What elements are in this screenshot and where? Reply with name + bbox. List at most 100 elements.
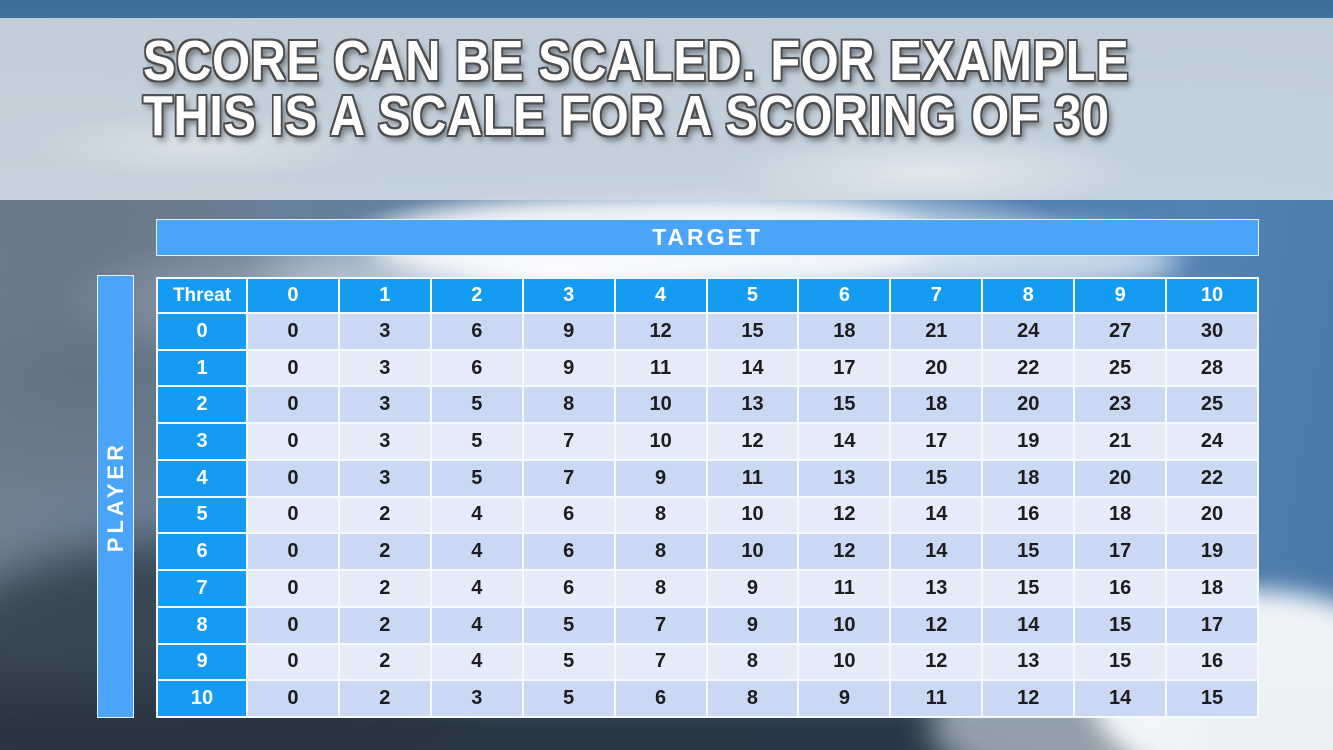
score-cell: 0	[248, 534, 338, 570]
score-cell: 15	[1075, 644, 1166, 680]
title-line-2: THIS IS A SCALE FOR A SCORING OF 30	[143, 84, 1110, 148]
score-cell: 9	[523, 314, 614, 349]
score-cell: 5	[523, 681, 614, 716]
title-band	[0, 18, 1333, 200]
score-cell: 0	[248, 424, 338, 459]
score-cell: 10	[615, 424, 706, 459]
score-cell: 0	[248, 497, 338, 533]
score-cell: 18	[1167, 571, 1257, 606]
score-cell: 0	[248, 314, 338, 349]
score-cell: 18	[983, 460, 1074, 496]
score-cell: 6	[431, 314, 522, 349]
score-cell: 17	[799, 350, 890, 386]
score-cell: 6	[431, 350, 522, 386]
score-cell: 2	[339, 497, 430, 533]
row-header-cell: 10	[158, 681, 246, 716]
score-cell: 8	[707, 681, 798, 716]
column-header-cell: 9	[1075, 279, 1166, 312]
score-cell: 12	[799, 534, 890, 570]
row-header-cell: 3	[158, 424, 246, 459]
score-cell: 9	[615, 460, 706, 496]
score-table: Threat 0 1 2 3 4 5 6 7 8 9 10 0 0 3 6 9 12 15 18 21 24 27 30 1 0 3…	[156, 277, 1259, 718]
score-cell: 2	[339, 681, 430, 716]
score-cell: 14	[799, 424, 890, 459]
score-cell: 11	[799, 571, 890, 606]
score-cell: 7	[523, 424, 614, 459]
score-cell: 12	[615, 314, 706, 349]
score-cell: 9	[707, 607, 798, 643]
score-cell: 0	[248, 350, 338, 386]
score-cell: 5	[431, 387, 522, 423]
score-cell: 10	[799, 644, 890, 680]
row-header-cell: 6	[158, 534, 246, 570]
title-line-1: SCORE CAN BE SCALED. FOR EXAMPLE	[143, 29, 1130, 93]
score-cell: 0	[248, 644, 338, 680]
score-cell: 7	[523, 460, 614, 496]
top-strip	[0, 0, 1333, 18]
score-cell: 8	[615, 497, 706, 533]
score-cell: 5	[523, 644, 614, 680]
score-cell: 8	[615, 534, 706, 570]
target-label: TARGET	[652, 224, 763, 250]
row-header-cell: 8	[158, 607, 246, 643]
corner-header-cell: Threat	[158, 279, 246, 312]
score-cell: 0	[248, 681, 338, 716]
score-cell: 6	[523, 534, 614, 570]
score-cell: 8	[707, 644, 798, 680]
score-cell: 13	[707, 387, 798, 423]
score-cell: 4	[431, 534, 522, 570]
score-cell: 3	[339, 424, 430, 459]
score-cell: 12	[891, 607, 982, 643]
score-cell: 0	[248, 460, 338, 496]
score-cell: 0	[248, 387, 338, 423]
target-header-bar: TARGET	[156, 219, 1259, 256]
score-cell: 28	[1167, 350, 1257, 386]
score-cell: 14	[1075, 681, 1166, 716]
score-cell: 8	[523, 387, 614, 423]
score-cell: 30	[1167, 314, 1257, 349]
score-cell: 10	[707, 534, 798, 570]
score-cell: 19	[1167, 534, 1257, 570]
score-cell: 5	[431, 424, 522, 459]
score-cell: 7	[615, 644, 706, 680]
score-cell: 2	[339, 571, 430, 606]
score-cell: 18	[891, 387, 982, 423]
score-cell: 25	[1075, 350, 1166, 386]
score-cell: 13	[891, 571, 982, 606]
score-cell: 15	[891, 460, 982, 496]
score-cell: 16	[983, 497, 1074, 533]
score-cell: 15	[799, 387, 890, 423]
row-header-cell: 0	[158, 314, 246, 349]
column-header-cell: 7	[891, 279, 982, 312]
score-cell: 3	[339, 350, 430, 386]
score-cell: 0	[248, 571, 338, 606]
score-cell: 2	[339, 644, 430, 680]
score-cell: 21	[1075, 424, 1166, 459]
score-cell: 18	[799, 314, 890, 349]
score-cell: 15	[1075, 607, 1166, 643]
score-cell: 24	[1167, 424, 1257, 459]
score-cell: 13	[799, 460, 890, 496]
score-cell: 4	[431, 607, 522, 643]
score-cell: 11	[707, 460, 798, 496]
column-header-cell: 3	[523, 279, 614, 312]
score-cell: 20	[1167, 497, 1257, 533]
score-cell: 24	[983, 314, 1074, 349]
score-cell: 20	[891, 350, 982, 386]
score-cell: 14	[891, 497, 982, 533]
score-cell: 0	[248, 607, 338, 643]
column-header-cell: 4	[615, 279, 706, 312]
column-header-cell: 2	[431, 279, 522, 312]
score-cell: 17	[1167, 607, 1257, 643]
score-cell: 15	[1167, 681, 1257, 716]
score-cell: 9	[799, 681, 890, 716]
score-cell: 12	[799, 497, 890, 533]
score-cell: 2	[339, 534, 430, 570]
score-cell: 13	[983, 644, 1074, 680]
score-cell: 3	[339, 314, 430, 349]
score-cell: 4	[431, 497, 522, 533]
score-cell: 17	[1075, 534, 1166, 570]
score-cell: 23	[1075, 387, 1166, 423]
score-cell: 20	[1075, 460, 1166, 496]
